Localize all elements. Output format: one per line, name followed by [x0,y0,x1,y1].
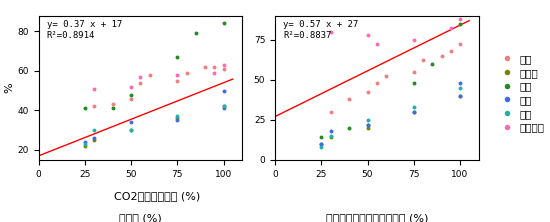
Text: y= 0.37 x + 17
R²=0.8914: y= 0.37 x + 17 R²=0.8914 [47,20,122,40]
Point [90,136,98,140]
Point [317,142,326,146]
Point [80,107,89,110]
Point [126,97,135,100]
Point [455,17,464,20]
Point [409,105,418,109]
Point [317,142,326,146]
Point [372,43,381,46]
Point [428,62,437,65]
Point [363,126,372,130]
Point [90,128,98,132]
Point [173,55,182,59]
Point [182,71,191,75]
Point [455,86,464,89]
Point [326,129,335,133]
Point [372,81,381,85]
Point [409,38,418,41]
Point [173,73,182,77]
Point [409,110,418,113]
Point [173,115,182,118]
Point [455,94,464,97]
Point [173,119,182,122]
Point [80,142,89,146]
Text: 低炭素エネルギー源シェア (%): 低炭素エネルギー源シェア (%) [326,213,428,222]
Point [409,110,418,113]
Point [219,105,228,108]
Point [126,85,135,89]
Point [90,138,98,142]
Point [219,105,228,108]
Y-axis label: %: % [4,82,14,93]
Point [345,97,354,101]
Point [219,89,228,92]
Text: 電化率 (%): 電化率 (%) [119,213,162,222]
Point [326,136,335,139]
Point [363,118,372,121]
Point [173,79,182,83]
Point [317,136,326,139]
Point [363,123,372,126]
Point [447,49,455,53]
Point [363,91,372,94]
Point [136,81,145,85]
Point [90,87,98,90]
Point [126,121,135,124]
Point [437,54,446,57]
Point [90,105,98,108]
Point [80,140,89,144]
Point [363,33,372,37]
Point [409,81,418,85]
Point [210,71,219,75]
Point [108,103,117,106]
Point [219,107,228,110]
Text: y= 0.57 x + 27
R²=0.8837: y= 0.57 x + 27 R²=0.8837 [283,20,359,40]
Point [382,75,390,78]
Point [455,43,464,46]
Point [326,134,335,138]
Point [326,110,335,113]
Point [345,126,354,130]
Point [201,65,210,69]
Point [419,59,427,62]
Point [455,81,464,85]
Point [317,145,326,149]
Text: CO2排出量削減率 (%): CO2排出量削減率 (%) [114,191,200,201]
Point [447,27,455,30]
Point [210,65,219,69]
Point [80,144,89,148]
Point [173,117,182,120]
Point [136,75,145,79]
Point [409,70,418,73]
Point [145,73,154,77]
Legend: 中国, インド, 日本, 韓国, タイ, ベトナム: 中国, インド, 日本, 韓国, タイ, ベトナム [492,50,548,137]
Point [108,107,117,110]
Point [363,123,372,126]
Point [219,67,228,71]
Point [219,63,228,67]
Point [455,94,464,97]
Point [126,128,135,132]
Point [126,128,135,132]
Point [326,30,335,33]
Point [126,93,135,96]
Point [455,22,464,25]
Point [191,32,200,35]
Point [219,22,228,25]
